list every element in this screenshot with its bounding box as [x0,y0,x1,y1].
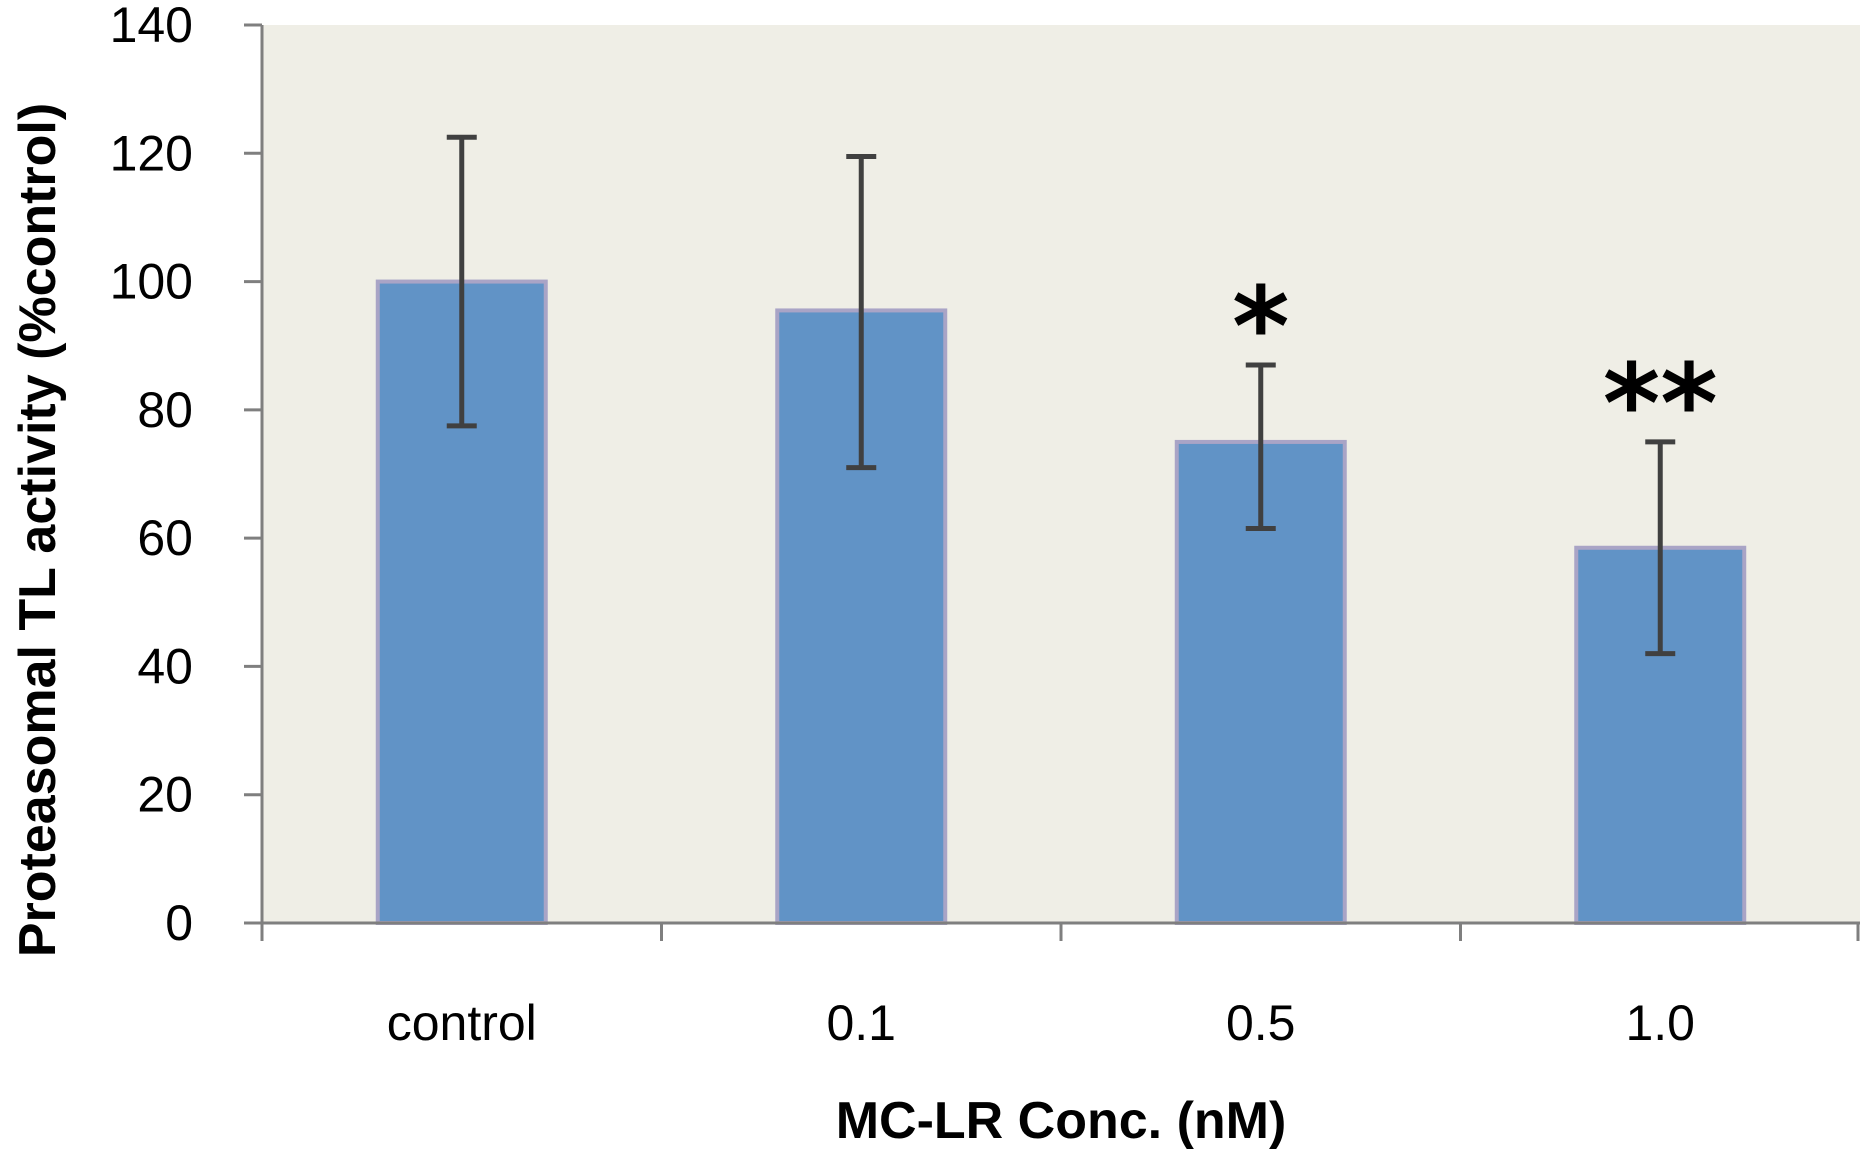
significance-marker: ** [1603,340,1718,468]
y-tick-label: 140 [110,0,193,53]
y-tick-label: 0 [165,895,193,951]
y-tick-label: 20 [137,767,193,823]
x-tick-label: 1.0 [1625,995,1695,1051]
y-tick-label: 120 [110,125,193,181]
y-tick-label: 100 [110,254,193,310]
x-tick-label: 0.5 [1226,995,1296,1051]
x-tick-label: control [387,995,537,1051]
y-tick-label: 80 [137,382,193,438]
significance-marker: * [1232,263,1290,391]
x-tick-label: 0.1 [826,995,896,1051]
y-axis-title: Proteasomal TL activity (%control) [9,103,67,957]
y-tick-label: 60 [137,510,193,566]
y-tick-label: 40 [137,638,193,694]
x-axis-title: MC-LR Conc. (nM) [836,1092,1287,1150]
